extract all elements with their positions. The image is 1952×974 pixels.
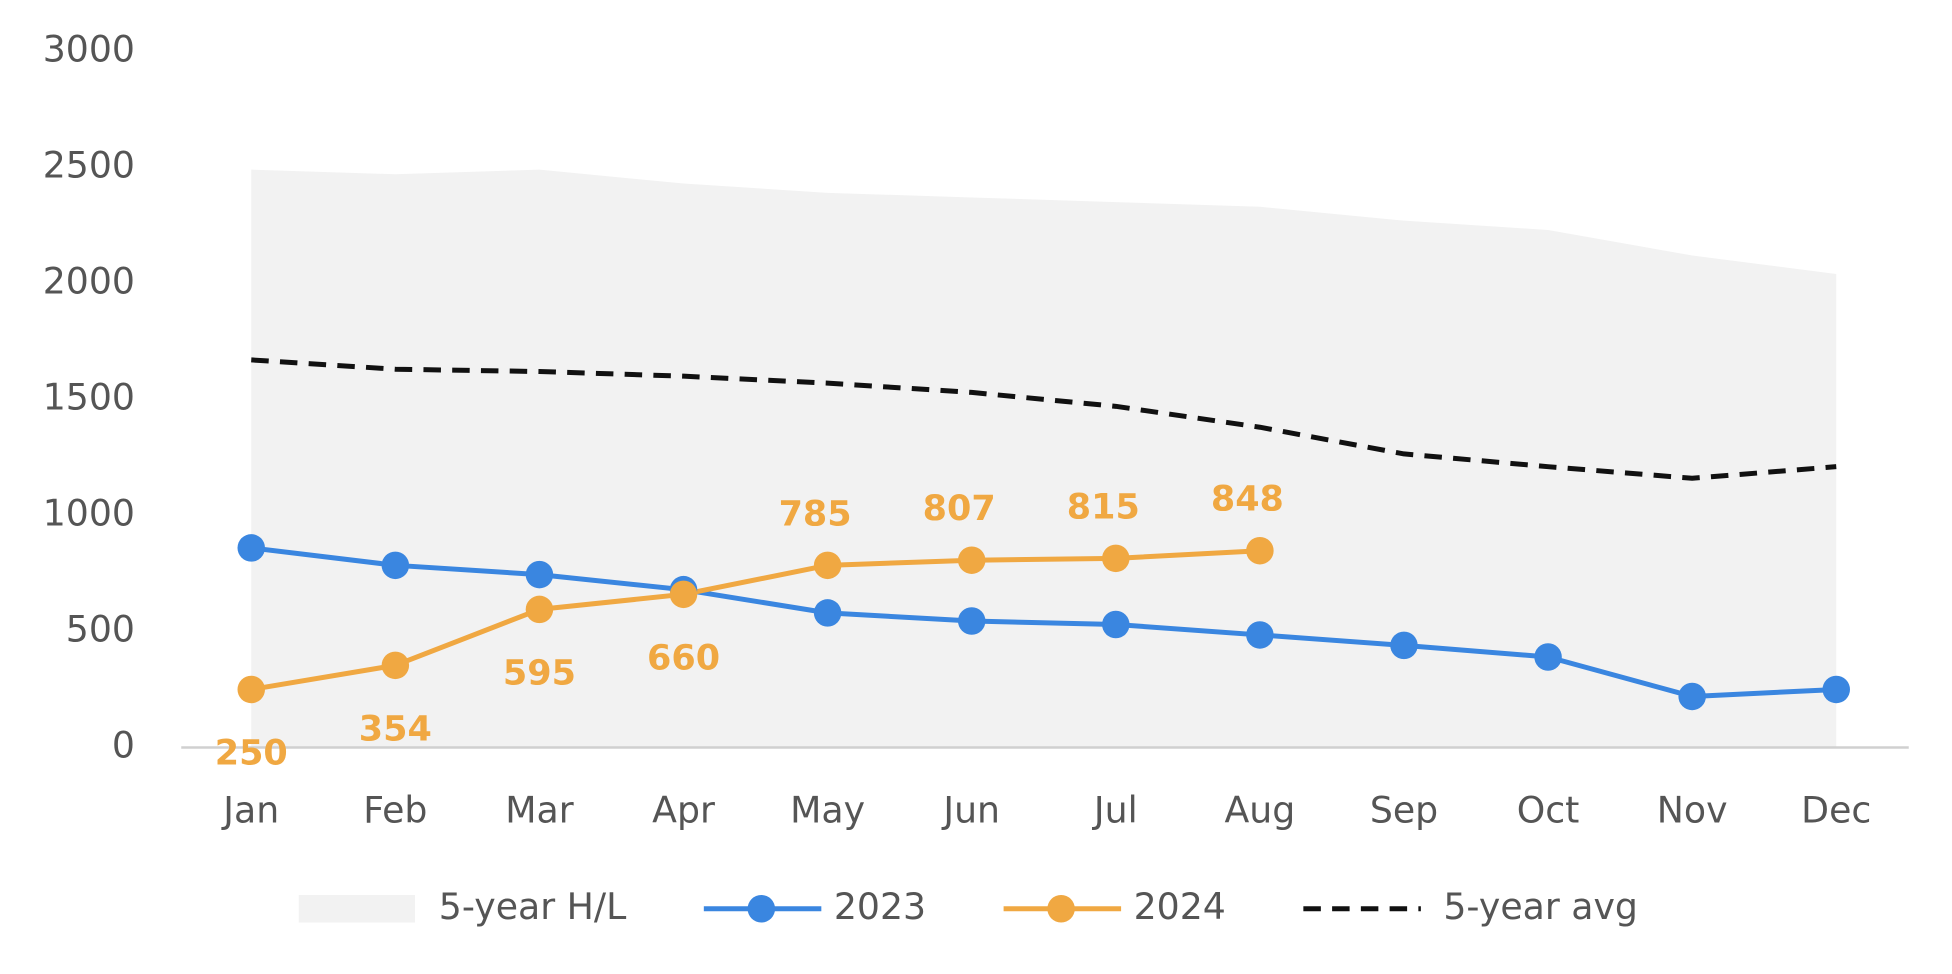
marker [1246, 536, 1274, 565]
x-tick-label: Sep [1370, 789, 1438, 832]
legend-marker [1047, 895, 1075, 923]
y-tick-label: 2000 [43, 259, 135, 302]
data-label: 815 [1067, 487, 1140, 527]
data-label: 848 [1211, 480, 1284, 520]
y-tick-label: 1500 [43, 375, 135, 418]
data-label: 785 [779, 494, 852, 534]
data-label: 660 [647, 638, 720, 678]
series-line [250, 545, 1837, 699]
x-tick-label: Jun [941, 789, 1000, 832]
x-tick-label: Jul [1092, 789, 1138, 832]
x-tick-label: May [790, 789, 865, 832]
range-area [251, 169, 1837, 748]
marker [381, 651, 410, 680]
legend-marker [747, 895, 776, 923]
marker [813, 599, 842, 627]
marker [1534, 643, 1562, 671]
legend-swatch [298, 895, 416, 923]
marker [669, 580, 698, 609]
legend-label: 2024 [1134, 885, 1226, 928]
x-tick-label: Feb [363, 789, 427, 832]
x-tick-label: Oct [1517, 789, 1580, 832]
marker [237, 534, 266, 562]
y-tick-label: 0 [112, 724, 135, 767]
marker [1822, 675, 1850, 704]
marker [381, 551, 410, 580]
marker [1390, 631, 1418, 660]
marker [1678, 682, 1706, 711]
marker [1246, 621, 1274, 649]
legend-label: 5-year H/L [439, 885, 627, 928]
y-tick-label: 500 [66, 607, 135, 650]
legend-label: 5-year avg [1443, 885, 1638, 928]
x-tick-label: Nov [1657, 789, 1728, 832]
marker [957, 546, 986, 574]
data-label: 354 [359, 709, 432, 749]
avg-line [251, 357, 1837, 481]
data-label: 250 [215, 733, 288, 773]
marker [957, 607, 986, 635]
x-tick-label: Apr [652, 789, 715, 832]
marker [525, 595, 554, 624]
marker [237, 675, 266, 704]
marker [813, 551, 842, 580]
marker [1102, 610, 1130, 639]
x-tick-label: Aug [1224, 789, 1295, 832]
data-label: 807 [923, 489, 996, 529]
marker [1102, 544, 1130, 573]
y-tick-label: 1000 [43, 491, 135, 534]
x-tick-label: Dec [1801, 789, 1871, 832]
series-line [250, 548, 1261, 692]
data-label: 595 [503, 653, 576, 693]
y-tick-label: 3000 [43, 27, 135, 70]
y-tick-label: 2500 [43, 143, 135, 186]
marker [525, 560, 554, 589]
legend-label: 2023 [834, 885, 926, 928]
x-tick-label: Jan [221, 789, 279, 832]
x-tick-label: Mar [505, 789, 573, 832]
